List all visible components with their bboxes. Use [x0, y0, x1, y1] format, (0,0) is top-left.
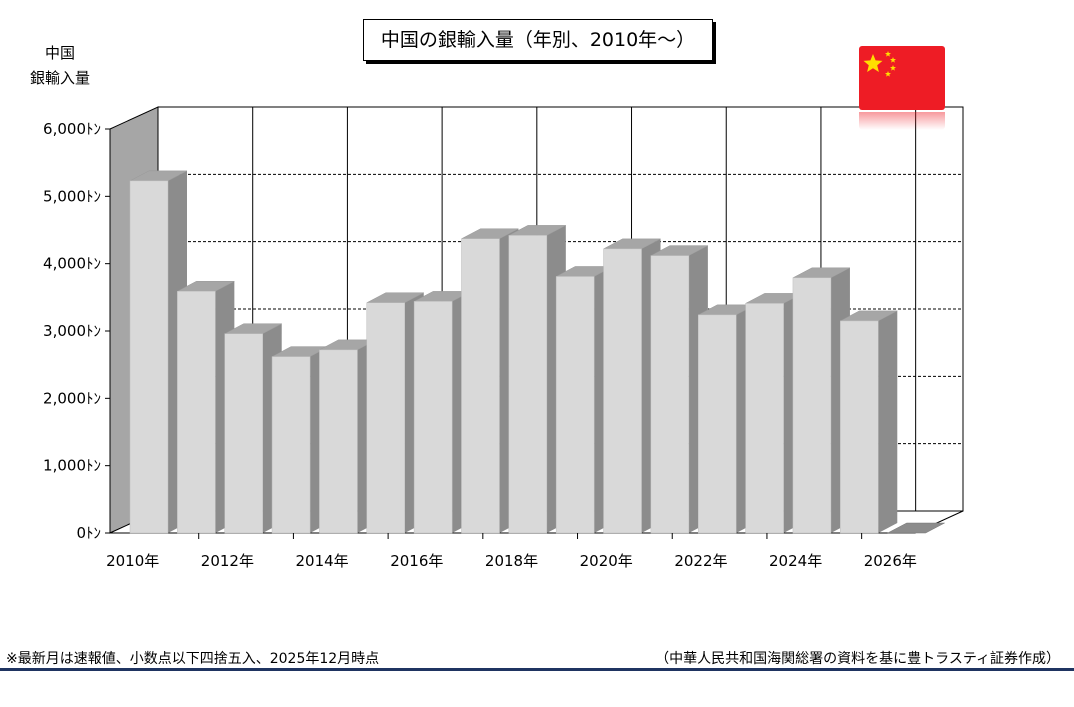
bar-front [697, 314, 737, 534]
chart-title: 中国の銀輸入量（年別、2010年～） [363, 19, 713, 61]
x-tick-label: 2020年 [580, 552, 633, 570]
bar-2025年 [840, 310, 898, 534]
bar-front [555, 276, 595, 534]
bar-front [413, 301, 453, 534]
y-tick-label: 6,000ﾄﾝ [43, 120, 101, 138]
x-tick-label: 2016年 [390, 552, 443, 570]
y-tick-label: 3,000ﾄﾝ [43, 322, 101, 340]
bar-front [792, 277, 832, 534]
y-tick-label: 1,000ﾄﾝ [43, 457, 101, 475]
x-tick-label: 2014年 [295, 552, 348, 570]
bar-front [461, 238, 500, 534]
china-flag-icon [859, 46, 945, 110]
x-tick-label: 2018年 [485, 552, 538, 570]
bar-2010年 [129, 170, 188, 534]
y-tick-label: 2,000ﾄﾝ [43, 389, 101, 407]
bar-front [319, 349, 358, 534]
x-tick-label: 2024年 [769, 552, 822, 570]
footnote: ※最新月は速報値、小数点以下四捨五入、2025年12月時点 [6, 651, 380, 667]
bar-front [508, 235, 548, 534]
bar-front [366, 302, 406, 534]
y-axis-ticks: 0ﾄﾝ 1,000ﾄﾝ 2,000ﾄﾝ 3,000ﾄﾝ 4,000ﾄﾝ 5,000ﾄﾝ 6,… [43, 120, 110, 542]
x-tick-label: 2026年 [864, 552, 917, 570]
bar-front [224, 333, 263, 534]
bar-front [840, 320, 879, 534]
y-axis-label-line2: 銀輸入量 [29, 69, 90, 87]
x-tick-label: 2010年 [106, 552, 159, 570]
y-axis-label-line1: 中国 [44, 44, 75, 62]
chart-bars [129, 170, 945, 534]
bar-empty [887, 522, 945, 534]
bar-side [878, 310, 898, 533]
bar-front [745, 303, 784, 534]
y-tick-label: 4,000ﾄﾝ [43, 255, 101, 273]
y-tick-label: 5,000ﾄﾝ [43, 187, 101, 205]
bar-2021年 [650, 245, 708, 534]
flag-reflection [859, 112, 945, 130]
bar-front [603, 248, 642, 534]
bar-front [129, 180, 169, 534]
x-tick-label: 2022年 [674, 552, 727, 570]
y-tick-label: 0ﾄﾝ [76, 524, 101, 542]
bottom-rule [0, 668, 1074, 671]
bar-front [650, 255, 690, 534]
x-tick-label: 2012年 [201, 552, 254, 570]
bar-front [177, 291, 216, 534]
bar-front [271, 356, 311, 534]
source-note: （中華人民共和国海関総署の資料を基に豊トラスティ証券作成） [655, 651, 1060, 667]
y-axis-label: 中国 銀輸入量 [22, 41, 98, 91]
bar-2026年 [887, 522, 945, 534]
x-axis-ticks: 2010年 2012年 2014年 2016年 2018年 2020年 2022年 2024年… [106, 533, 917, 570]
